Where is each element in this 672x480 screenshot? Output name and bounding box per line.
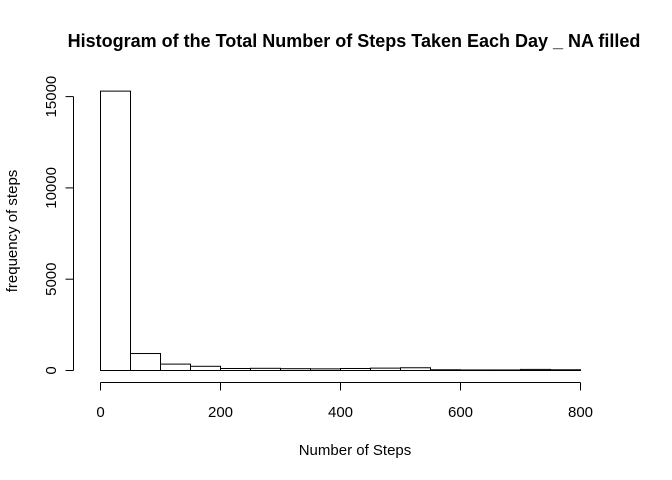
y-tick-label: 5000 [43, 263, 60, 296]
x-tick-label: 400 [328, 404, 353, 421]
y-axis-label: frequency of steps [4, 170, 21, 293]
histogram-bar [100, 90, 131, 371]
histogram-bar [520, 368, 551, 371]
histogram-bar [460, 369, 491, 372]
histogram-bar [160, 363, 191, 372]
x-tick-label: 600 [448, 404, 473, 421]
histogram-bar [550, 369, 581, 371]
y-tick-label: 0 [43, 366, 60, 374]
histogram-bar [310, 368, 341, 371]
x-axis-label: Number of Steps [299, 442, 412, 459]
x-tick-label: 200 [208, 404, 233, 421]
y-tick-label: 10000 [43, 167, 60, 209]
histogram-bar [340, 367, 371, 371]
histogram-bar [190, 365, 221, 372]
x-tick-label: 0 [96, 404, 104, 421]
chart-title: Histogram of the Total Number of Steps T… [68, 31, 641, 51]
bars-group [100, 90, 581, 372]
histogram-bar [400, 367, 431, 371]
histogram-bar [370, 367, 401, 371]
x-ticks-group: 0 200 400 600 800 [96, 382, 593, 421]
histogram-bar [280, 368, 311, 372]
histogram-bar [130, 353, 161, 371]
histogram-bar [250, 367, 281, 372]
histogram-bar [490, 369, 521, 372]
y-ticks-group: 0 5000 10000 15000 [43, 76, 74, 375]
x-tick-label: 800 [568, 404, 593, 421]
histogram-bar [220, 367, 251, 371]
histogram-bar [430, 369, 461, 371]
y-tick-label: 15000 [43, 76, 60, 118]
